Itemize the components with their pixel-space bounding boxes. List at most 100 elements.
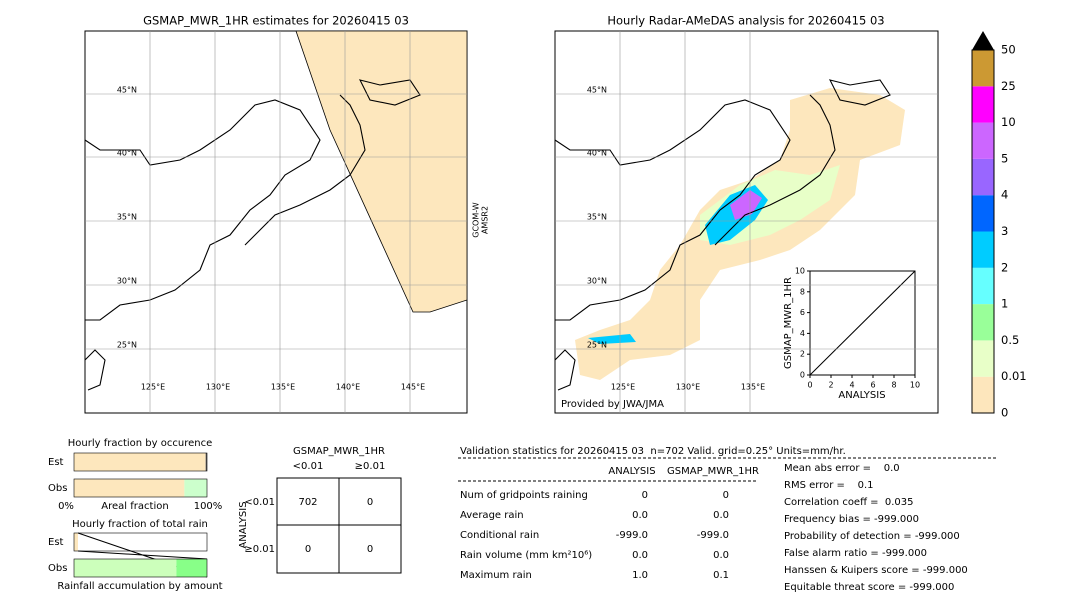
lat-label: 40°N [117,149,137,158]
row-label: Est [48,537,64,548]
occurrence-xmin: 0% [58,501,74,512]
x-tick-label: 8 [891,381,896,390]
colorbar-extend [972,31,994,50]
colorbar-segment [972,50,994,87]
cell: 0 [367,544,373,555]
lat-label: 30°N [117,277,137,286]
colorbar-label: 0.01 [1001,369,1027,383]
right-coastline [554,79,891,391]
lat-label: 35°N [587,213,607,222]
total-rain-title: Hourly fraction of total rain [72,519,208,530]
row-label: ≥0.01 [244,544,275,555]
row-label: Rain volume (mm km²10⁶) [460,550,592,561]
colorbar-label: 10 [1001,115,1016,129]
row-label: Maximum rain [460,570,532,581]
validation-header: Validation statistics for 20260415 03 n=… [460,446,846,457]
bar-frame [73,452,208,472]
fraction-bar [74,559,177,577]
x-tick-label: 10 [910,381,920,390]
colorbar-segment [972,340,994,377]
lon-label: 130°E [206,383,230,392]
lat-label: 45°N [117,86,137,95]
colorbar-label: 1 [1001,297,1008,311]
column-label: <0.01 [293,461,324,472]
score: Correlation coeff = 0.035 [784,497,914,508]
continent-coast [554,99,791,321]
left-map-title: GSMAP_MWR_1HR estimates for 20260415 03 [143,14,409,28]
score: Probability of detection = -999.000 [784,531,960,542]
score: Hanssen & Kuipers score = -999.000 [784,565,968,576]
occurrence-xmax: 100% [194,501,223,512]
cell: 702 [298,497,317,508]
row-label: Obs [48,483,67,494]
column-header: GSMAP_MWR_1HR [667,466,759,477]
lat-label: 45°N [587,86,607,95]
occurrence-title: Hourly fraction by occurence [68,438,212,449]
cell: 0.0 [632,510,648,521]
column-header: ANALYSIS [608,466,655,477]
colorbar-label: 2 [1001,260,1008,274]
colorbar-segment [972,195,994,232]
colorbar-segment [972,86,994,123]
bar-frame [73,478,208,498]
colorbar-segment [972,376,994,413]
total-rain-xlabel: Rainfall accumulation by amount [57,581,222,592]
row-label: <0.01 [244,497,275,508]
right-map-title: Hourly Radar-AMeDAS analysis for 2026041… [607,14,884,28]
analysis-south-area [588,334,636,344]
contingency-title: GSMAP_MWR_1HR [293,446,385,457]
cell: 0.0 [713,550,729,561]
colorbar-frame [971,49,995,414]
row-label: Est [48,457,64,468]
lat-label: 35°N [117,213,137,222]
fraction-bar [176,559,207,577]
lon-label: 125°E [141,383,165,392]
satellite-label: AMSR2 [481,206,490,234]
analysis-purple-area [730,190,762,220]
scatter-x-label: ANALYSIS [838,390,885,401]
fraction-bar [184,479,207,497]
colorbar-label: 5 [1001,151,1008,165]
taiwan-coast [554,349,576,391]
colorbar-label: 0.5 [1001,333,1019,347]
score: RMS error = 0.1 [784,480,874,491]
cell: -999.0 [616,530,648,541]
cell: 0 [367,497,373,508]
taiwan-coast [84,349,106,391]
lon-label: 125°E [611,383,635,392]
cell: 1.0 [632,570,648,581]
cell: 0.0 [632,550,648,561]
fraction-bar [205,453,207,471]
row-label: Average rain [460,510,524,521]
fraction-bar [74,533,78,551]
x-tick-label: 2 [828,381,833,390]
y-tick-label: 10 [795,267,805,276]
bar-frame [73,558,208,578]
credit: Provided by JWA/JMA [561,399,664,410]
fraction-bar [74,479,185,497]
scatter-y-label: GSMAP_MWR_1HR [783,277,794,369]
diagonal-line [809,270,916,376]
score: Equitable threat score = -999.000 [784,582,954,593]
y-tick-label: 8 [800,287,805,296]
colorbar-segment [972,267,994,305]
score: Mean abs error = 0.0 [784,463,900,474]
y-tick-label: 2 [800,350,805,359]
x-tick-label: 4 [849,381,854,390]
y-tick-label: 0 [800,371,805,380]
cell: 0.1 [713,570,729,581]
cell: 0.0 [713,510,729,521]
lon-label: 135°E [741,383,765,392]
cell: 0 [305,544,311,555]
satellite-swath [295,30,468,313]
x-tick-label: 6 [870,381,875,390]
contingency-ylabel: ANALYSIS [238,501,249,548]
colorbar-segment [972,304,994,341]
lat-label: 30°N [587,277,607,286]
colorbar-segment [972,122,994,159]
lon-label: 135°E [271,383,295,392]
lon-label: 140°E [336,383,360,392]
colorbar-label: 3 [1001,224,1008,238]
fraction-bar [74,453,206,471]
